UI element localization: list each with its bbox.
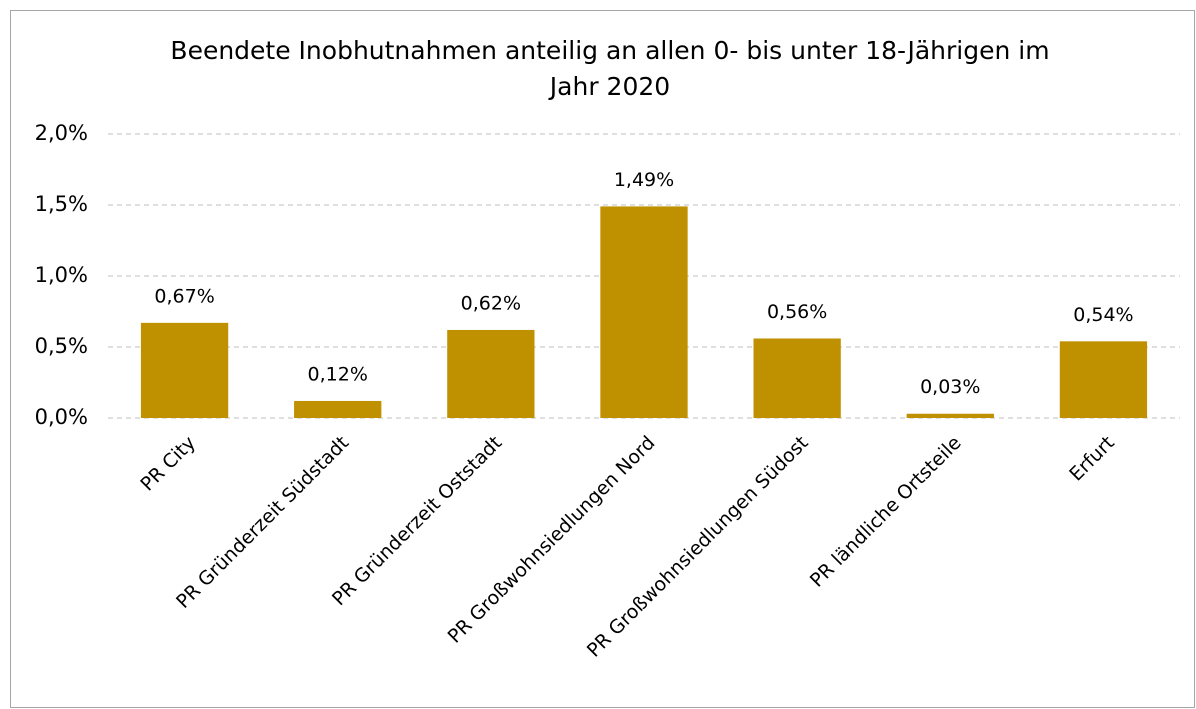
x-tick-label: PR City	[136, 432, 200, 496]
chart-title: Beendete Inobhutnahmen anteilig an allen…	[170, 36, 1049, 65]
value-label: 1,49%	[614, 169, 674, 191]
x-tick-label: PR ländliche Ortsteile	[806, 432, 966, 592]
x-tick-label: Erfurt	[1065, 432, 1119, 486]
value-label: 0,12%	[308, 363, 368, 385]
y-tick-label: 1,0%	[35, 263, 88, 287]
value-label: 0,54%	[1073, 304, 1133, 326]
y-tick-label: 0,0%	[35, 405, 88, 429]
bar	[1059, 341, 1148, 418]
chart-frame	[10, 10, 1195, 708]
bar	[753, 338, 841, 418]
bar	[906, 413, 994, 418]
value-label: 0,67%	[154, 285, 214, 307]
y-tick-label: 2,0%	[35, 121, 88, 145]
bar	[294, 400, 382, 418]
bar	[140, 322, 229, 418]
x-tick-label: PR Gründerzeit Oststadt	[328, 432, 506, 610]
bar	[600, 206, 688, 418]
value-label: 0,03%	[920, 376, 980, 398]
x-tick-label: PR Gründerzeit Südstadt	[172, 432, 353, 613]
chart-title: Jahr 2020	[548, 72, 670, 101]
y-tick-label: 0,5%	[35, 334, 88, 358]
bar	[447, 329, 535, 418]
value-label: 0,62%	[461, 292, 521, 314]
y-tick-label: 1,5%	[35, 192, 88, 216]
value-label: 0,56%	[767, 301, 827, 323]
